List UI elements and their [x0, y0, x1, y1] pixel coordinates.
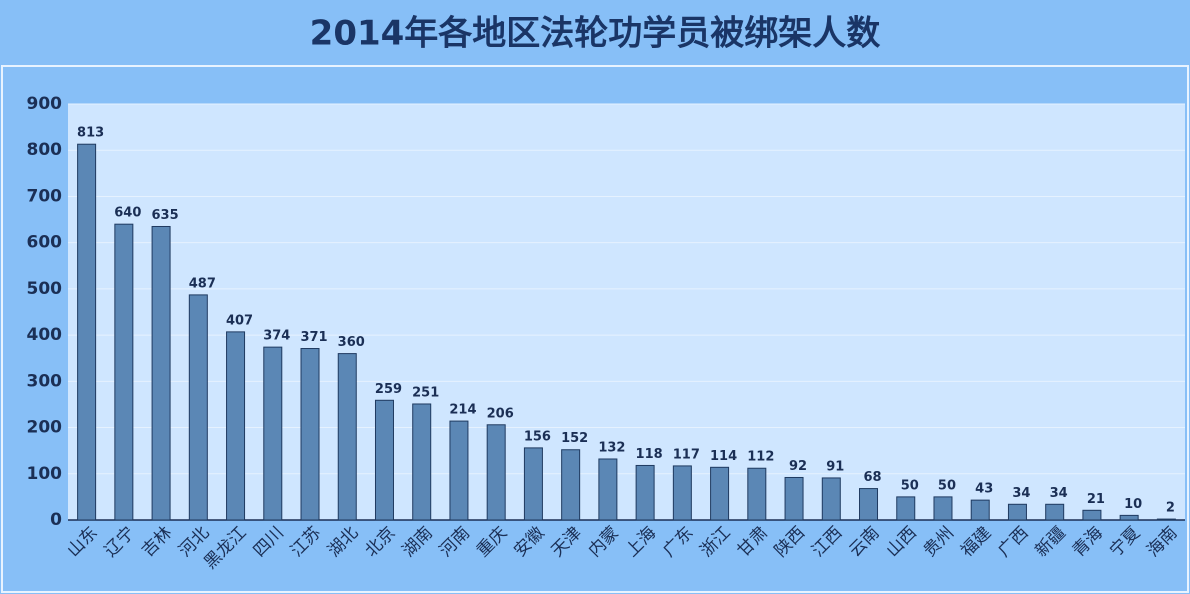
data-label: 114 [710, 449, 737, 464]
data-label: 21 [1087, 492, 1105, 507]
data-label: 206 [487, 406, 514, 421]
bar [710, 466, 730, 521]
data-label: 34 [1012, 486, 1030, 501]
data-label: 2 [1166, 501, 1175, 516]
bar [374, 399, 394, 521]
y-tick-label: 600 [27, 233, 63, 253]
chart-title: 2014年各地区法轮功学员被绑架人数 [310, 14, 881, 54]
data-label: 251 [412, 385, 439, 400]
data-label: 34 [1050, 486, 1068, 501]
data-label: 156 [524, 429, 551, 444]
data-label: 407 [226, 313, 253, 328]
bar [1007, 503, 1027, 521]
y-tick-label: 900 [27, 94, 63, 114]
bar [300, 348, 320, 521]
data-label: 152 [561, 431, 588, 446]
bar [561, 449, 581, 521]
bar [896, 496, 916, 521]
data-label: 214 [449, 403, 476, 418]
data-label: 640 [114, 206, 141, 221]
y-tick-label: 500 [27, 279, 63, 299]
bar [226, 331, 246, 521]
bar [486, 424, 506, 521]
data-label: 371 [300, 330, 327, 345]
bar [114, 223, 134, 521]
bar [337, 353, 357, 521]
bar [747, 467, 767, 521]
data-label: 50 [938, 478, 956, 493]
y-tick-label: 300 [27, 371, 63, 391]
data-label: 92 [789, 459, 807, 474]
data-label: 68 [863, 470, 881, 485]
bar [188, 294, 208, 521]
data-label: 374 [263, 329, 290, 344]
bar [1045, 503, 1065, 521]
bar [859, 488, 879, 521]
bar [1119, 514, 1139, 521]
y-tick-label: 700 [27, 186, 63, 206]
bar [449, 420, 469, 521]
data-label: 43 [975, 482, 993, 497]
data-label: 10 [1124, 497, 1142, 512]
data-label: 112 [747, 450, 774, 465]
bar [970, 499, 990, 521]
bar [412, 403, 432, 521]
data-label: 91 [826, 459, 844, 474]
bar [151, 225, 171, 521]
data-label: 813 [77, 126, 104, 141]
bar [821, 477, 841, 521]
y-tick-label: 0 [50, 510, 62, 530]
bar [672, 465, 692, 521]
data-label: 487 [189, 276, 216, 291]
data-label: 259 [375, 382, 402, 397]
bar [635, 464, 655, 521]
plot-area [68, 104, 1185, 520]
data-label: 635 [152, 208, 179, 223]
data-label: 360 [338, 335, 365, 350]
bar [598, 458, 618, 521]
bar [933, 496, 953, 521]
bar [784, 476, 804, 521]
bar [1156, 518, 1176, 521]
bar [523, 447, 543, 521]
bar [263, 346, 283, 521]
y-tick-label: 100 [27, 464, 63, 484]
y-tick-label: 200 [27, 418, 63, 438]
y-tick-label: 400 [27, 325, 63, 345]
data-label: 50 [901, 478, 919, 493]
data-label: 117 [673, 447, 700, 462]
data-label: 118 [636, 447, 663, 462]
data-label: 132 [598, 440, 625, 455]
bar [77, 143, 97, 521]
y-tick-label: 800 [27, 140, 63, 160]
bar [1082, 509, 1102, 521]
